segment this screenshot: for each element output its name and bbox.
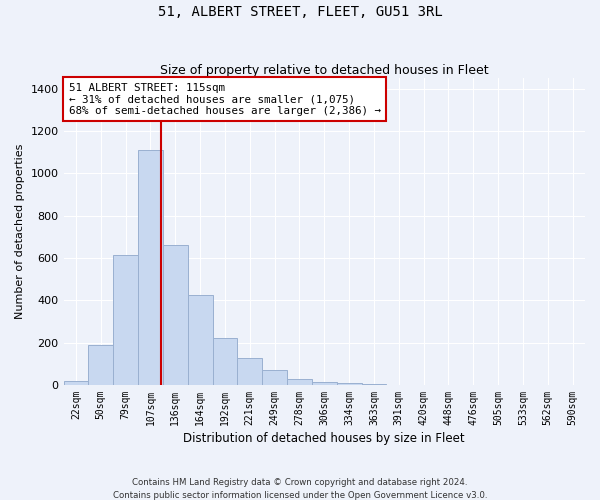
Text: 51, ALBERT STREET, FLEET, GU51 3RL: 51, ALBERT STREET, FLEET, GU51 3RL (158, 5, 442, 19)
Bar (287, 378, 312, 385)
Bar (362, 384, 386, 385)
Bar (238, 358, 262, 385)
Bar (188, 295, 212, 385)
Bar (113, 255, 138, 385)
Text: 51 ALBERT STREET: 115sqm
← 31% of detached houses are smaller (1,075)
68% of sem: 51 ALBERT STREET: 115sqm ← 31% of detach… (69, 83, 381, 116)
Y-axis label: Number of detached properties: Number of detached properties (15, 144, 25, 319)
Bar (163, 246, 188, 385)
Bar (212, 338, 238, 385)
Bar (337, 383, 362, 385)
Text: Contains HM Land Registry data © Crown copyright and database right 2024.
Contai: Contains HM Land Registry data © Crown c… (113, 478, 487, 500)
Bar (88, 344, 113, 385)
Bar (138, 150, 163, 385)
Bar (64, 380, 88, 385)
Title: Size of property relative to detached houses in Fleet: Size of property relative to detached ho… (160, 64, 488, 77)
X-axis label: Distribution of detached houses by size in Fleet: Distribution of detached houses by size … (184, 432, 465, 445)
Bar (312, 382, 337, 385)
Bar (262, 370, 287, 385)
